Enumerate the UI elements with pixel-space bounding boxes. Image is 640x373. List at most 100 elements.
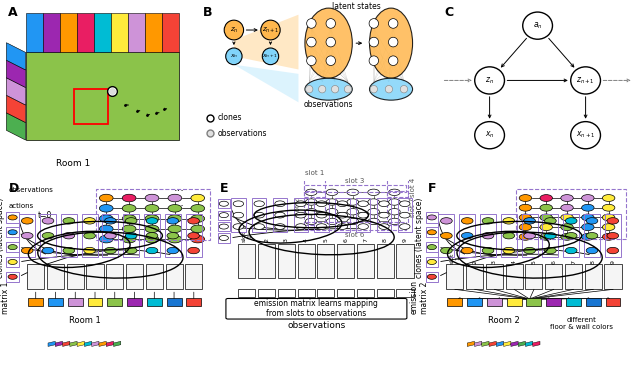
Circle shape	[188, 232, 200, 239]
Circle shape	[607, 232, 619, 239]
Bar	[278, 244, 295, 278]
Circle shape	[63, 232, 75, 239]
Bar	[426, 242, 438, 252]
Text: 8: 8	[591, 260, 596, 264]
Polygon shape	[26, 13, 43, 53]
Text: clones (latent space): clones (latent space)	[415, 198, 424, 278]
Bar	[516, 189, 627, 239]
Bar	[82, 214, 97, 257]
Circle shape	[254, 201, 264, 207]
Text: 7: 7	[363, 238, 368, 242]
Circle shape	[168, 194, 182, 202]
Circle shape	[262, 48, 278, 65]
Circle shape	[305, 209, 317, 215]
Circle shape	[540, 204, 552, 211]
Circle shape	[385, 85, 392, 93]
Circle shape	[8, 215, 17, 220]
Polygon shape	[94, 13, 111, 53]
Circle shape	[545, 232, 556, 239]
Bar	[304, 178, 324, 197]
Circle shape	[428, 230, 436, 235]
Circle shape	[571, 67, 600, 94]
Circle shape	[582, 195, 594, 201]
Bar	[239, 244, 255, 278]
Polygon shape	[128, 13, 145, 53]
Circle shape	[519, 224, 532, 231]
Circle shape	[125, 247, 137, 254]
Text: $\mathit{x}_{n+1}$: $\mathit{x}_{n+1}$	[576, 130, 595, 141]
Circle shape	[482, 247, 494, 254]
Circle shape	[428, 260, 436, 264]
Circle shape	[220, 224, 228, 229]
Bar	[84, 186, 98, 197]
Polygon shape	[145, 13, 162, 53]
Circle shape	[104, 232, 116, 239]
Circle shape	[316, 224, 327, 229]
Bar	[487, 298, 502, 307]
Circle shape	[607, 247, 619, 254]
Bar	[447, 298, 463, 307]
Polygon shape	[55, 341, 63, 347]
Bar	[397, 244, 413, 278]
Circle shape	[524, 247, 536, 254]
Text: emission
matrix 1: emission matrix 1	[0, 280, 10, 314]
Text: $z_{n+1}$: $z_{n+1}$	[576, 75, 595, 86]
Circle shape	[146, 232, 158, 239]
Text: t=0: t=0	[38, 211, 52, 220]
Bar	[88, 298, 102, 307]
Circle shape	[125, 232, 137, 239]
Circle shape	[540, 195, 552, 201]
Bar	[480, 214, 496, 257]
Polygon shape	[511, 341, 518, 347]
Ellipse shape	[369, 8, 413, 78]
Bar	[52, 186, 65, 197]
Text: 6: 6	[343, 238, 348, 242]
Circle shape	[428, 245, 436, 250]
Circle shape	[326, 37, 335, 47]
Polygon shape	[63, 341, 70, 347]
Bar	[335, 198, 349, 232]
Circle shape	[440, 232, 452, 239]
Circle shape	[307, 56, 316, 66]
Text: D: D	[8, 182, 19, 195]
Circle shape	[191, 235, 205, 243]
Circle shape	[461, 232, 473, 239]
Bar	[377, 244, 394, 278]
Bar	[252, 198, 266, 232]
Bar	[507, 298, 522, 307]
Circle shape	[561, 204, 573, 211]
Polygon shape	[234, 15, 298, 69]
Circle shape	[540, 214, 552, 221]
Circle shape	[168, 215, 182, 222]
Circle shape	[347, 189, 358, 195]
Ellipse shape	[305, 78, 352, 100]
Bar	[100, 186, 115, 197]
Circle shape	[379, 201, 389, 207]
Bar	[47, 264, 64, 289]
Bar	[314, 198, 329, 232]
Circle shape	[84, 232, 95, 239]
Bar	[74, 90, 108, 125]
Bar	[467, 298, 482, 307]
Circle shape	[233, 212, 244, 218]
Circle shape	[191, 204, 205, 212]
Circle shape	[482, 232, 494, 239]
Text: 3: 3	[492, 260, 497, 264]
Polygon shape	[111, 13, 128, 53]
Circle shape	[461, 247, 473, 254]
Circle shape	[326, 218, 338, 225]
Bar	[397, 198, 412, 232]
Circle shape	[122, 225, 136, 233]
Circle shape	[122, 194, 136, 202]
Circle shape	[42, 232, 54, 239]
Circle shape	[565, 247, 577, 254]
Circle shape	[519, 233, 532, 240]
Circle shape	[99, 204, 113, 212]
Circle shape	[122, 235, 136, 243]
Circle shape	[561, 233, 573, 240]
Bar	[166, 264, 182, 289]
Circle shape	[8, 230, 17, 235]
Text: different
floor & wall colors: different floor & wall colors	[550, 317, 613, 330]
Bar	[543, 214, 558, 257]
Bar	[356, 198, 371, 232]
